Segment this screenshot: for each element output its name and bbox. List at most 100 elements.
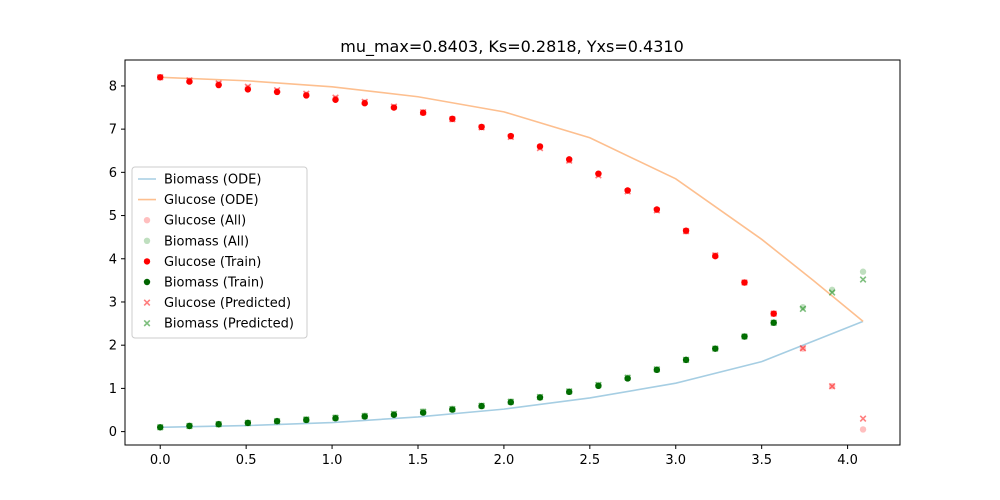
data-point-glucose-train <box>303 92 310 99</box>
data-point-biomass-all <box>799 303 807 311</box>
data-point-glucose-predicted <box>156 73 164 81</box>
legend-item: Glucose (Train) <box>143 255 261 270</box>
data-point-biomass-predicted <box>186 422 193 430</box>
data-point-glucose-predicted <box>859 415 867 423</box>
data-point-biomass-predicted <box>711 345 719 353</box>
data-point-glucose-predicted <box>215 79 223 87</box>
legend-item: Biomass (Train) <box>143 276 264 291</box>
data-point-glucose-predicted <box>565 157 573 165</box>
series-biomass-ode <box>160 320 864 429</box>
data-point-biomass-predicted <box>799 305 807 313</box>
data-point-glucose-train <box>536 143 544 150</box>
series-line-glucose-ode <box>160 76 864 323</box>
data-point-glucose-predicted <box>390 103 398 111</box>
legend: Biomass (ODE) Glucose (ODE) Glucose (All) B… <box>131 166 308 339</box>
y-tick-label: 3 <box>109 295 117 310</box>
axes: 0.0 0.5 1.0 1.5 2.0 2.5 3.0 3.5 4.0 0 1 2 3 4 5 6 7 8 <box>109 59 901 468</box>
y-tick-label: 4 <box>109 252 117 267</box>
legend-item: Biomass (ODE) <box>138 173 261 188</box>
legend-label: Biomass (Train) <box>164 276 264 291</box>
data-point-glucose-predicted <box>799 344 807 352</box>
plot-area <box>156 73 867 433</box>
data-point-biomass-predicted <box>595 381 602 389</box>
x-tick-label: 4.0 <box>837 453 858 468</box>
legend-swatch <box>143 258 151 265</box>
x-tick-label: 0.5 <box>236 453 257 468</box>
data-point-glucose-train <box>361 100 368 107</box>
legend-swatch <box>143 299 151 306</box>
data-point-biomass-predicted <box>828 289 836 296</box>
data-point-biomass-predicted <box>859 276 867 283</box>
data-point-glucose-predicted <box>595 172 602 179</box>
x-tick-label: 1.5 <box>408 453 429 468</box>
data-point-glucose-predicted <box>186 76 193 84</box>
legend-swatch <box>143 237 151 244</box>
data-point-glucose-predicted <box>332 94 339 101</box>
legend-label: Biomass (Predicted) <box>164 317 294 332</box>
x-tick-label: 3.5 <box>751 453 772 468</box>
legend-label: Glucose (All) <box>164 214 246 229</box>
data-point-biomass-predicted <box>332 414 339 422</box>
y-tick-label: 0 <box>109 425 117 440</box>
data-point-biomass-predicted <box>273 417 281 425</box>
legend-label: Biomass (ODE) <box>164 173 261 188</box>
y-tick-label: 8 <box>109 79 117 94</box>
data-point-biomass-predicted <box>478 402 485 410</box>
data-point-biomass-predicted <box>770 319 778 327</box>
legend-item: Biomass (All) <box>143 234 249 249</box>
legend-label: Glucose (Predicted) <box>164 296 291 311</box>
data-point-biomass-predicted <box>624 374 631 381</box>
data-point-glucose-predicted <box>653 207 661 214</box>
data-point-biomass-predicted <box>565 388 573 395</box>
legend-swatch <box>143 217 151 224</box>
data-point-biomass-predicted <box>741 333 748 340</box>
data-point-glucose-predicted <box>302 90 310 98</box>
data-point-glucose-predicted <box>419 108 427 116</box>
legend-swatch <box>143 278 151 286</box>
legend-box <box>131 166 308 339</box>
data-point-glucose-predicted <box>741 279 748 286</box>
data-point-glucose-train <box>186 78 193 85</box>
data-point-glucose-predicted <box>624 187 631 195</box>
data-point-biomass-predicted <box>215 420 223 428</box>
data-point-biomass-predicted <box>653 366 661 373</box>
data-point-glucose-predicted <box>448 115 456 123</box>
data-point-biomass-predicted <box>244 419 252 427</box>
legend-label: Glucose (Train) <box>164 255 261 270</box>
data-point-biomass-predicted <box>419 408 427 416</box>
x-tick-label: 2.5 <box>579 453 600 468</box>
x-tick-label: 2.0 <box>494 453 515 468</box>
legend-item: Glucose (ODE) <box>138 193 259 208</box>
data-point-biomass-predicted <box>507 398 515 406</box>
data-point-biomass-predicted <box>302 416 310 423</box>
data-point-glucose-predicted <box>711 251 719 259</box>
series-biomass-predicted <box>156 276 867 431</box>
data-point-biomass-predicted <box>536 393 544 401</box>
data-point-glucose-predicted <box>828 382 836 390</box>
y-tick-label: 5 <box>109 209 117 224</box>
chart-title: mu_max=0.8403, Ks=0.2818, Yxs=0.4310 <box>340 37 684 57</box>
data-point-biomass-predicted <box>682 356 690 364</box>
x-tick-label: 0.0 <box>150 453 171 468</box>
axes-frame <box>124 59 901 446</box>
legend-item: Glucose (All) <box>143 214 246 229</box>
x-tick-label: 3.0 <box>665 453 686 468</box>
data-point-glucose-train <box>595 170 602 177</box>
series-glucose-predicted <box>156 73 867 423</box>
data-point-glucose-train <box>215 81 222 89</box>
data-point-biomass-predicted <box>390 410 398 418</box>
data-point-glucose-predicted <box>682 227 690 235</box>
legend-label: Glucose (ODE) <box>164 193 259 208</box>
data-point-glucose-predicted <box>536 144 544 152</box>
y-tick-label: 2 <box>109 339 117 354</box>
legend-item: Biomass (Predicted) <box>143 317 294 332</box>
x-tick-label: 1.0 <box>322 453 343 468</box>
y-tick-label: 6 <box>109 166 117 181</box>
legend-swatch <box>143 319 151 327</box>
legend-item: Glucose (Predicted) <box>143 296 291 311</box>
data-point-glucose-train <box>566 156 573 163</box>
data-point-glucose-predicted <box>244 83 252 91</box>
data-point-biomass-all <box>859 268 867 275</box>
y-tick-label: 1 <box>109 382 117 397</box>
